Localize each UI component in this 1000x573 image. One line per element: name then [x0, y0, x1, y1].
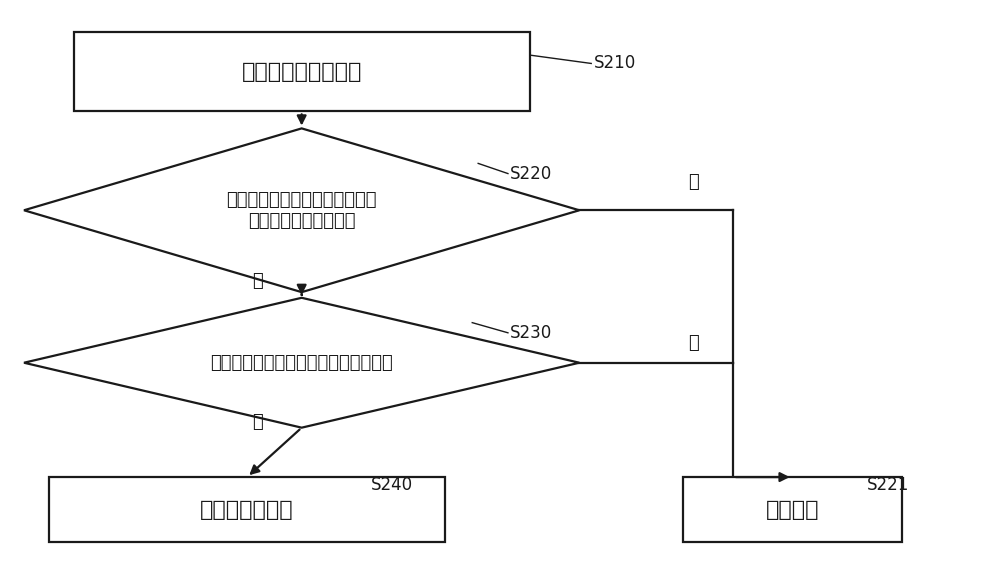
Bar	[683, 477, 902, 542]
Text: S230: S230	[510, 324, 552, 342]
Text: 按触电源键启动亮屏: 按触电源键启动亮屏	[241, 62, 362, 82]
Polygon shape	[24, 298, 579, 427]
Text: 正常亮屏: 正常亮屏	[766, 500, 819, 520]
Text: S221: S221	[867, 476, 909, 494]
Text: 否: 否	[688, 173, 699, 191]
Text: 是: 是	[252, 413, 262, 431]
Polygon shape	[24, 128, 579, 292]
Text: 否: 否	[688, 334, 699, 352]
Bar	[74, 33, 530, 112]
Text: 是: 是	[252, 272, 262, 290]
Text: S210: S210	[594, 54, 636, 72]
Text: 防误触功能启动: 防误触功能启动	[200, 500, 294, 520]
Text: 光感值是否小于等于预设的光感值阈值: 光感值是否小于等于预设的光感值阈值	[210, 354, 393, 372]
Text: S240: S240	[371, 476, 413, 494]
Text: S220: S220	[510, 164, 552, 183]
Text: 触屏表面与外界物体之间的距离
是否小于等于距离阈值: 触屏表面与外界物体之间的距离 是否小于等于距离阈值	[226, 191, 377, 230]
Bar	[49, 477, 445, 542]
